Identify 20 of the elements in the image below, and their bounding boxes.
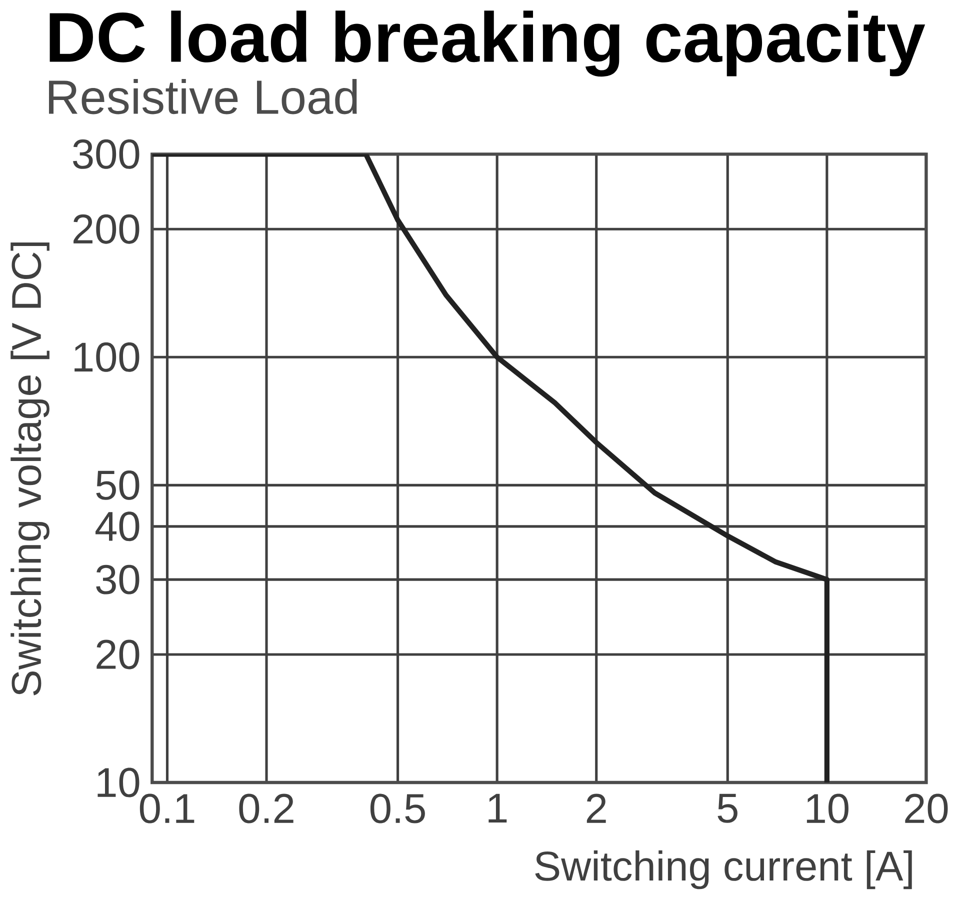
- y-tick-label: 300: [73, 140, 140, 169]
- x-axis-title: Switching current [A]: [535, 850, 912, 890]
- y-tick-label: 30: [96, 564, 140, 594]
- y-tick-label: 100: [74, 342, 140, 372]
- x-tick-label: 0.1: [140, 794, 194, 824]
- chart-title: DC load breaking capacity: [50, 10, 926, 77]
- y-tick-label: 10: [98, 768, 140, 798]
- y-tick-label: 50: [96, 470, 140, 500]
- x-tick-label: 5: [718, 794, 738, 823]
- y-tick-label: 20: [96, 640, 140, 670]
- x-tick-label: 2: [586, 794, 606, 823]
- x-tick-label: 1: [488, 794, 507, 823]
- x-tick-label: 0.5: [370, 794, 425, 824]
- y-axis-title: Switching voltage [V DC]: [10, 242, 50, 696]
- x-tick-label: 20: [905, 794, 948, 824]
- y-tick-label: 40: [96, 512, 140, 542]
- x-tick-label: 10: [806, 794, 848, 824]
- chart-subtitle: Resistive Load: [48, 79, 357, 114]
- x-tick-label: 0.2: [239, 794, 294, 824]
- y-tick-label: 200: [74, 214, 140, 244]
